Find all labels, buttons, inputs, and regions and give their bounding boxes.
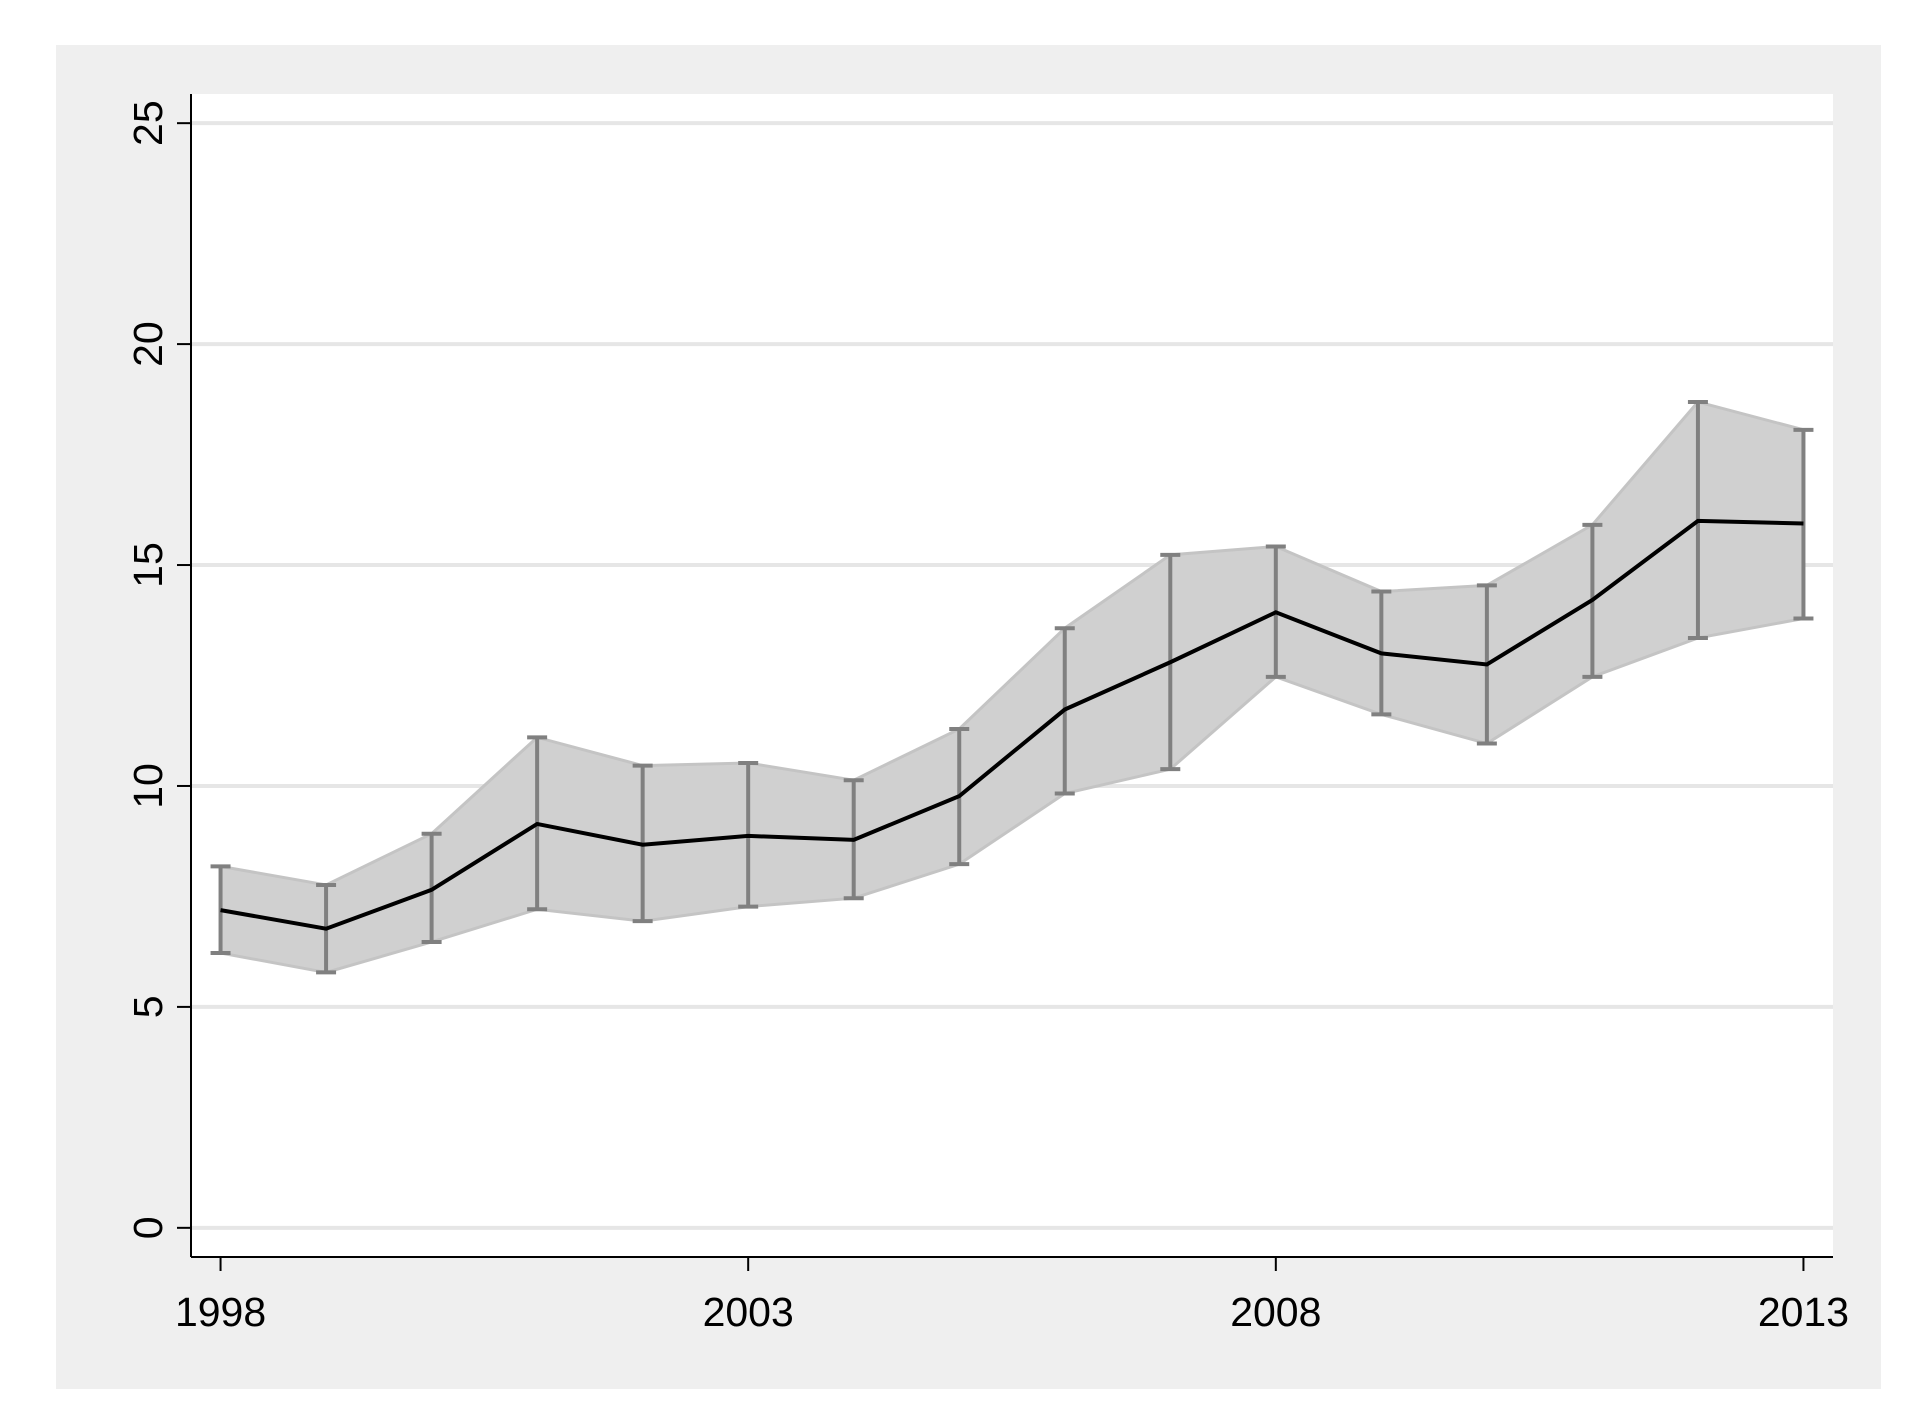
x-tick-label: 2003: [703, 1289, 794, 1335]
y-tick-label: 25: [125, 100, 171, 146]
x-tick-label: 1998: [175, 1289, 266, 1335]
y-tick-label: 5: [125, 995, 171, 1018]
y-tick-label: 0: [125, 1216, 171, 1239]
y-tick-label: 20: [125, 321, 171, 367]
x-tick-label: 2008: [1230, 1289, 1321, 1335]
line: [220, 518, 1804, 931]
y-tick-label: 10: [125, 763, 171, 809]
y-tick-label: 15: [125, 542, 171, 588]
error-bar: [1793, 427, 1814, 621]
x-tick-label: 2013: [1758, 1289, 1849, 1335]
error-bar: [210, 864, 231, 955]
